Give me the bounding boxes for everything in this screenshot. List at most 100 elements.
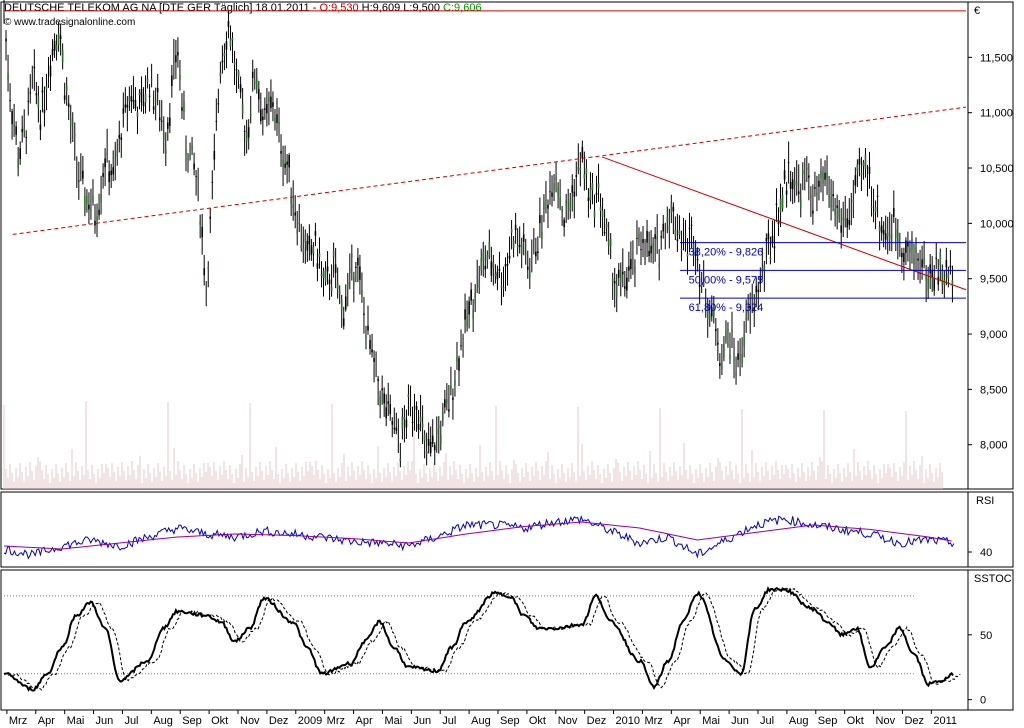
candle-body (458, 358, 460, 371)
candle-body (516, 245, 519, 248)
candle-body (223, 53, 226, 57)
candle-body (318, 253, 321, 257)
candle-body (832, 194, 834, 197)
x-axis-label: Jul (124, 715, 138, 727)
candle-body (747, 306, 749, 314)
candle-body (274, 117, 276, 124)
candle-body (617, 269, 620, 278)
candle-body (830, 197, 832, 208)
candle-body (579, 168, 582, 171)
candle-body (949, 265, 952, 268)
candle-body (797, 191, 800, 195)
candle-body (781, 194, 784, 209)
x-axis-label: Jul (442, 715, 456, 727)
candle-body (553, 183, 555, 192)
candle-body (613, 281, 616, 284)
candle-body (882, 229, 885, 235)
candle-body (460, 345, 462, 347)
candle-body (508, 255, 511, 259)
candle-body (512, 240, 515, 249)
x-axis-label: Aug (789, 715, 809, 727)
candle-body (288, 155, 290, 168)
candle-body (470, 289, 472, 301)
candle-body (35, 93, 38, 96)
candle-body (884, 233, 887, 240)
candle-body (808, 175, 810, 178)
candle-body (249, 114, 252, 116)
candle-body (5, 38, 7, 42)
x-axis-label: Mrz (9, 715, 27, 727)
candle-body (943, 280, 946, 285)
candle-body (810, 195, 812, 198)
candle-body (524, 253, 527, 256)
candle-body (201, 226, 203, 238)
candle-body (84, 196, 86, 211)
candle-body (371, 349, 373, 353)
candle-body (393, 427, 396, 430)
candle-body (37, 96, 40, 108)
candle-body (569, 201, 572, 212)
candle-body (587, 197, 590, 201)
candle-body (379, 396, 381, 407)
candle-body (298, 222, 301, 225)
candle-body (876, 195, 879, 197)
candle-body (518, 244, 521, 247)
candle-body (9, 100, 11, 102)
candle-body (619, 270, 622, 283)
candle-body (844, 217, 847, 221)
candle-body (581, 146, 584, 159)
sstoc-k-line (3, 586, 954, 692)
candle-body (836, 205, 838, 208)
candle-body (706, 308, 709, 320)
candle-body (838, 206, 840, 220)
candle-body (557, 186, 559, 196)
candle-body (551, 192, 553, 197)
candle-body (102, 173, 104, 177)
candle-body (666, 217, 669, 222)
candle-body (336, 282, 339, 291)
candle-body (901, 252, 903, 258)
candle-body (134, 100, 137, 109)
price-panel-frame (0, 1, 1014, 490)
candle-body (322, 270, 325, 279)
candle-body (383, 393, 385, 404)
candle-body (911, 237, 913, 251)
candle-body (346, 281, 349, 287)
candle-body (925, 275, 927, 281)
candle-body (452, 397, 454, 400)
candle-body (767, 233, 770, 240)
candle-body (539, 215, 541, 224)
candle-body (545, 200, 547, 202)
candle-body (708, 313, 711, 320)
candle-body (941, 271, 944, 285)
candle-body (419, 416, 422, 423)
x-axis-label: Mai (67, 715, 85, 727)
candle-body (381, 388, 383, 391)
candle-body (886, 232, 889, 237)
candle-body (253, 80, 256, 85)
candle-body (399, 459, 402, 462)
candle-body (464, 309, 466, 320)
candle-body (312, 247, 315, 254)
candle-body (229, 38, 232, 47)
candle-body (791, 179, 794, 190)
candle-body (921, 259, 923, 268)
candle-body (316, 263, 319, 269)
x-axis-label: Dez (269, 715, 289, 727)
x-axis-label: Dez (587, 715, 607, 727)
candle-body (55, 44, 58, 50)
candle-body (33, 66, 36, 69)
candle-body (561, 208, 563, 212)
candle-body (694, 251, 697, 257)
candle-body (446, 398, 448, 404)
candle-body (480, 258, 483, 271)
candle-body (698, 284, 701, 287)
candle-body (872, 213, 875, 215)
candle-body (822, 173, 824, 184)
candle-body (215, 120, 218, 122)
candle-body (474, 292, 476, 305)
candle-body (611, 278, 614, 283)
price-y-tick-label: 10,000 (980, 218, 1014, 230)
x-axis-label: Jun (731, 715, 749, 727)
candle-body (108, 171, 110, 183)
